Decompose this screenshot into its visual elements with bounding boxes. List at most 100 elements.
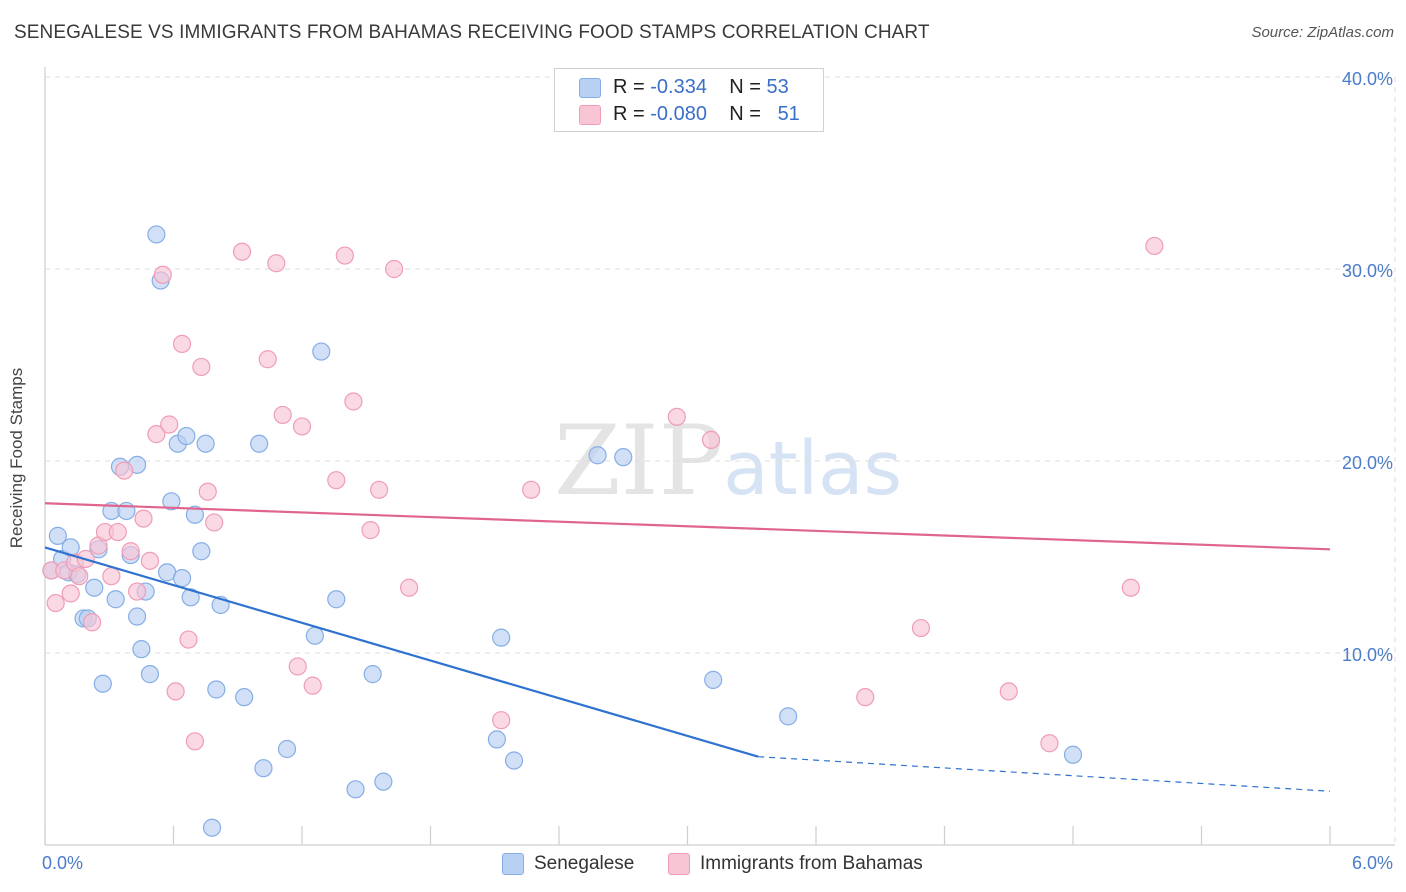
point-senegalese	[147, 225, 166, 244]
point-senegalese	[504, 751, 524, 770]
point-bahamas	[856, 688, 875, 707]
point-bahamas	[127, 582, 147, 601]
n-label: N =	[729, 103, 761, 125]
point-senegalese	[93, 674, 112, 693]
point-bahamas	[205, 513, 224, 532]
point-bahamas	[83, 613, 102, 632]
watermark-atlas: atlas	[723, 426, 903, 512]
point-senegalese	[48, 526, 67, 545]
point-senegalese	[363, 665, 382, 684]
point-senegalese	[588, 446, 607, 465]
point-bahamas	[522, 480, 541, 499]
point-bahamas	[46, 593, 65, 613]
stats-text: R = -0.080 N = 51	[613, 103, 800, 126]
r-label: R =	[613, 103, 645, 125]
y-tick-label: 20.0%	[1342, 453, 1393, 473]
x-tick-label: 6.0%	[1352, 853, 1393, 873]
trendline-senegalese	[44, 546, 759, 758]
point-bahamas	[160, 415, 179, 434]
point-senegalese	[162, 492, 181, 511]
n-value: 51	[777, 103, 800, 125]
point-senegalese	[106, 590, 125, 609]
point-senegalese	[132, 640, 151, 659]
point-senegalese	[492, 628, 511, 647]
point-bahamas	[153, 265, 172, 284]
point-bahamas	[232, 242, 252, 261]
point-bahamas	[273, 405, 292, 425]
point-bahamas	[999, 682, 1018, 701]
point-bahamas	[1145, 236, 1164, 256]
point-senegalese	[346, 780, 365, 799]
point-bahamas	[292, 417, 312, 436]
point-senegalese	[172, 569, 192, 588]
point-bahamas	[179, 630, 198, 649]
point-bahamas	[288, 657, 307, 676]
point-senegalese	[192, 542, 211, 561]
point-bahamas	[327, 471, 346, 490]
chart-title: SENEGALESE VS IMMIGRANTS FROM BAHAMAS RE…	[14, 22, 930, 43]
point-bahamas	[102, 567, 121, 586]
point-bahamas	[172, 334, 192, 353]
point-bahamas	[115, 461, 134, 480]
point-bahamas	[399, 578, 419, 597]
watermark: ZIPatlas	[554, 405, 902, 517]
point-bahamas	[303, 676, 322, 695]
point-bahamas	[361, 521, 380, 540]
point-senegalese	[127, 607, 147, 626]
stats-legend: R = -0.334 N = 53 R = -0.080 N = 51	[554, 68, 824, 132]
point-bahamas	[267, 254, 286, 273]
point-senegalese	[185, 505, 205, 524]
y-tick-label: 30.0%	[1342, 261, 1393, 281]
point-bahamas	[185, 732, 205, 751]
point-senegalese	[704, 670, 723, 689]
stats-text: R = -0.334 N = 53	[613, 76, 789, 99]
point-bahamas	[701, 430, 721, 449]
r-value: -0.334	[650, 76, 707, 98]
point-senegalese	[327, 590, 346, 609]
source-credit: Source: ZipAtlas.com	[1251, 24, 1394, 41]
x-tick-label: 0.0%	[42, 853, 83, 873]
point-bahamas	[198, 482, 217, 501]
point-bahamas	[492, 711, 511, 730]
point-senegalese	[196, 434, 215, 453]
point-bahamas	[140, 551, 160, 570]
point-bahamas	[258, 350, 277, 369]
point-senegalese	[177, 426, 196, 446]
point-bahamas	[911, 618, 931, 638]
point-senegalese	[305, 626, 324, 645]
legend-label: Immigrants from Bahamas	[700, 853, 923, 874]
point-bahamas	[384, 259, 404, 279]
point-senegalese	[254, 759, 273, 778]
point-senegalese	[140, 665, 160, 684]
point-senegalese	[207, 680, 226, 699]
point-bahamas	[1040, 734, 1059, 753]
point-bahamas	[344, 392, 363, 411]
point-bahamas	[1121, 578, 1140, 597]
point-bahamas	[192, 357, 211, 377]
point-senegalese	[779, 707, 798, 726]
legend-swatch-bahamas	[579, 105, 601, 125]
y-tick-label: 10.0%	[1342, 645, 1393, 665]
point-senegalese	[85, 578, 104, 597]
point-bahamas	[370, 480, 389, 499]
legend-swatch-senegalese	[579, 78, 601, 98]
legend-swatch-senegalese	[502, 853, 524, 875]
y-tick-label: 40.0%	[1342, 69, 1393, 89]
point-bahamas	[121, 542, 140, 561]
point-senegalese	[202, 818, 222, 837]
r-label: R =	[613, 76, 645, 98]
n-label: N =	[729, 76, 761, 98]
point-bahamas	[166, 682, 185, 701]
trendline-bahamas	[44, 502, 1331, 551]
point-senegalese	[250, 434, 269, 453]
point-senegalese	[312, 342, 331, 361]
point-bahamas	[134, 509, 153, 528]
trendline-senegalese-extension	[758, 756, 1331, 792]
r-value: -0.080	[650, 103, 707, 125]
point-bahamas	[667, 407, 686, 426]
point-senegalese	[1063, 745, 1083, 764]
n-value: 53	[766, 76, 789, 98]
point-bahamas	[335, 246, 354, 265]
point-senegalese	[181, 588, 200, 607]
legend-label: Senegalese	[534, 853, 635, 874]
